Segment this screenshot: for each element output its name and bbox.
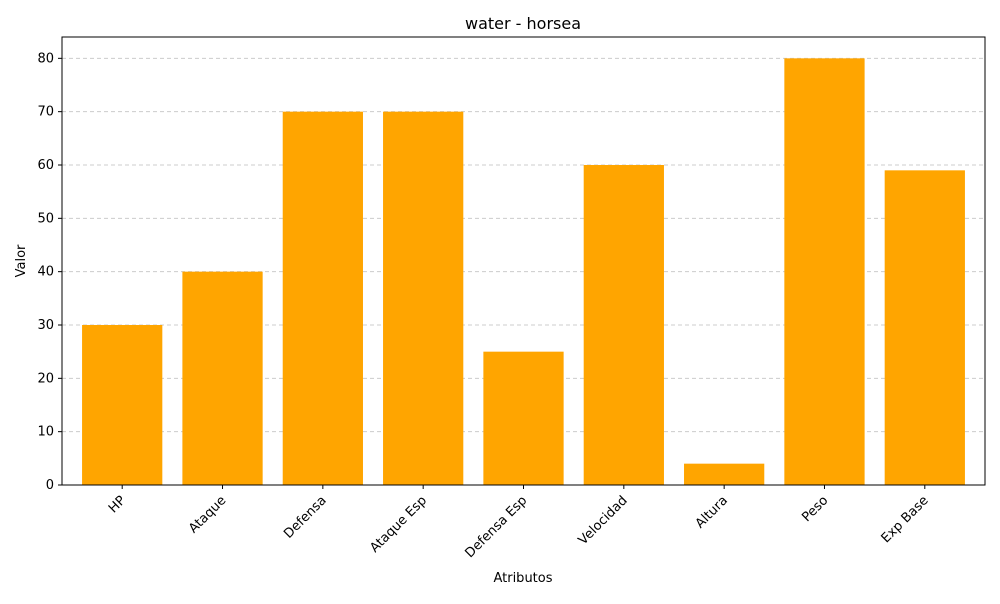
x-tick-label: Exp Base (879, 493, 932, 546)
x-axis-label: Atributos (493, 571, 552, 586)
x-tick-label: HP (106, 493, 129, 516)
x-tick-label: Altura (693, 493, 731, 531)
bar-defensa (282, 111, 363, 486)
bars (82, 58, 965, 486)
bar-defensa-esp (483, 351, 564, 485)
y-axis: 0 10 20 30 40 50 60 70 80 (37, 51, 62, 493)
x-tick-label: Velocidad (576, 493, 631, 548)
y-tick-label: 70 (37, 105, 54, 120)
x-tick-label: Peso (799, 493, 831, 525)
y-tick-label: 80 (37, 51, 54, 66)
bar-hp (82, 325, 163, 485)
bar-ataque (182, 271, 263, 485)
bar-ataque-esp (383, 111, 464, 486)
y-tick-label: 30 (37, 318, 54, 333)
y-tick-label: 50 (37, 211, 54, 226)
y-axis-label: Valor (14, 244, 29, 277)
y-tick-label: 0 (46, 478, 54, 493)
bar-exp-base (884, 170, 965, 486)
x-axis: HP Ataque Defensa Ataque Esp Defensa Esp Velo… (106, 485, 932, 561)
chart-title: water - horsea (465, 14, 581, 33)
y-tick-label: 10 (37, 425, 54, 440)
bar-altura (684, 463, 765, 485)
y-tick-label: 40 (37, 265, 54, 280)
x-tick-label: Ataque Esp (367, 493, 430, 556)
x-tick-label: Ataque (186, 493, 229, 536)
x-tick-label: Defensa (281, 493, 329, 541)
x-tick-label: Defensa Esp (462, 493, 530, 561)
y-tick-label: 60 (37, 158, 54, 173)
bar-velocidad (583, 165, 664, 485)
bar-peso (784, 58, 865, 485)
y-tick-label: 20 (37, 371, 54, 386)
